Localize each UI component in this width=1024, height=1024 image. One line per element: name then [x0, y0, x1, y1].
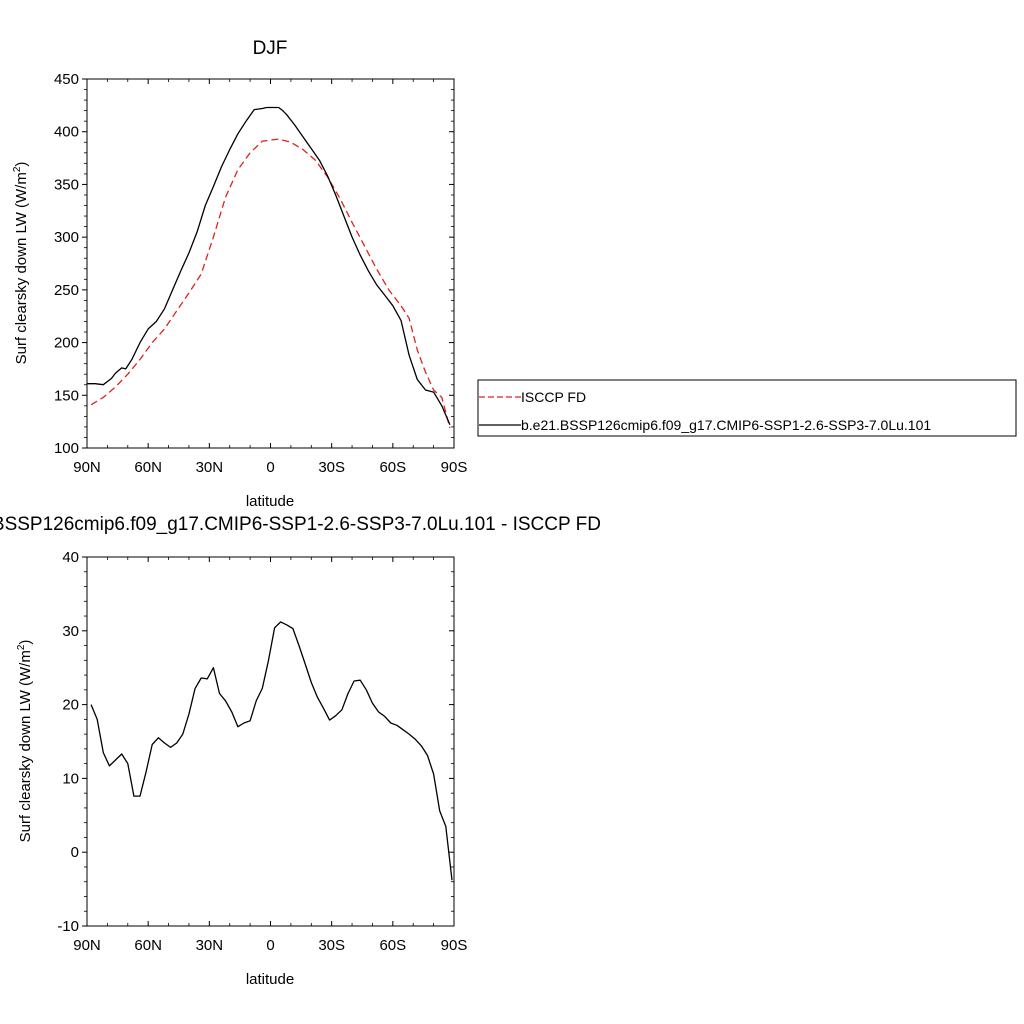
tick-marks [82, 78, 455, 449]
x-tick-label: 90N [73, 459, 101, 476]
y-tick-label: 350 [54, 176, 79, 193]
chart-title: b.e21.BSSP126cmip6.f09_g17.CMIP6-SSP1-2.… [0, 514, 601, 535]
y-tick-label: 10 [62, 770, 79, 787]
x-tick-label: 90N [73, 937, 101, 954]
x-tick-label: 90S [441, 459, 468, 476]
x-tick-label: 30S [318, 459, 345, 476]
y-tick-label: 100 [54, 440, 79, 457]
plot-frame [86, 556, 455, 927]
y-tick-label: -10 [57, 918, 79, 935]
y-tick-label: 0 [71, 844, 79, 861]
legend-box [477, 379, 1017, 437]
x-tick-label: 90S [441, 937, 468, 954]
x-tick-label: 60S [379, 937, 406, 954]
series-line-0 [90, 138, 451, 429]
x-tick-label: 60S [379, 459, 406, 476]
y-tick-labels: -10 0 10 20 30 40 [57, 549, 79, 935]
x-tick-label: 30N [196, 459, 224, 476]
x-tick-label: 30N [196, 937, 224, 954]
y-tick-label: 300 [54, 229, 79, 246]
y-tick-label: 250 [54, 282, 79, 299]
series-line-0 [90, 621, 453, 881]
x-tick-label: 60N [134, 937, 162, 954]
legend-label-isccp: ISCCP FD [521, 389, 586, 405]
x-tick-label: 60N [134, 459, 162, 476]
x-tick-labels: 90N 60N 30N 0 30S 60S 90S [73, 937, 467, 954]
x-tick-labels: 90N 60N 30N 0 30S 60S 90S [73, 459, 467, 476]
legend-label-model: b.e21.BSSP126cmip6.f09_g17.CMIP6-SSP1-2.… [521, 417, 931, 433]
legend: ISCCP FD b.e21.BSSP126cmip6.f09_g17.CMIP… [477, 379, 1017, 437]
x-tick-label: 0 [266, 459, 274, 476]
y-tick-label: 30 [62, 623, 79, 640]
y-tick-label: 150 [54, 387, 79, 404]
chart-title: DJF [253, 38, 288, 59]
chart-panel-djf: DJF 90N 60N 30N 0 30S 60S 90S 100 150 200 250 300 3… [12, 38, 467, 510]
y-tick-label: 40 [62, 549, 79, 566]
y-tick-label: 450 [54, 71, 79, 88]
y-axis-label: Surf clearsky down LW (W/m2) [12, 162, 30, 365]
tick-marks [82, 556, 455, 927]
y-tick-label: 20 [62, 697, 79, 714]
plot-frame [86, 78, 455, 449]
plot-series [87, 106, 451, 429]
y-tick-label: 400 [54, 124, 79, 141]
x-axis-label: latitude [246, 493, 294, 510]
series-line-1 [87, 106, 451, 426]
x-tick-label: 0 [266, 937, 274, 954]
y-tick-label: 200 [54, 335, 79, 352]
chart-panel-difference: b.e21.BSSP126cmip6.f09_g17.CMIP6-SSP1-2.… [0, 514, 601, 988]
y-axis-label: Surf clearsky down LW (W/m2) [16, 640, 34, 843]
x-tick-label: 30S [318, 937, 345, 954]
y-tick-labels: 100 150 200 250 300 350 400 450 [54, 71, 79, 457]
plot-series [90, 621, 453, 881]
x-axis-label: latitude [246, 971, 294, 988]
